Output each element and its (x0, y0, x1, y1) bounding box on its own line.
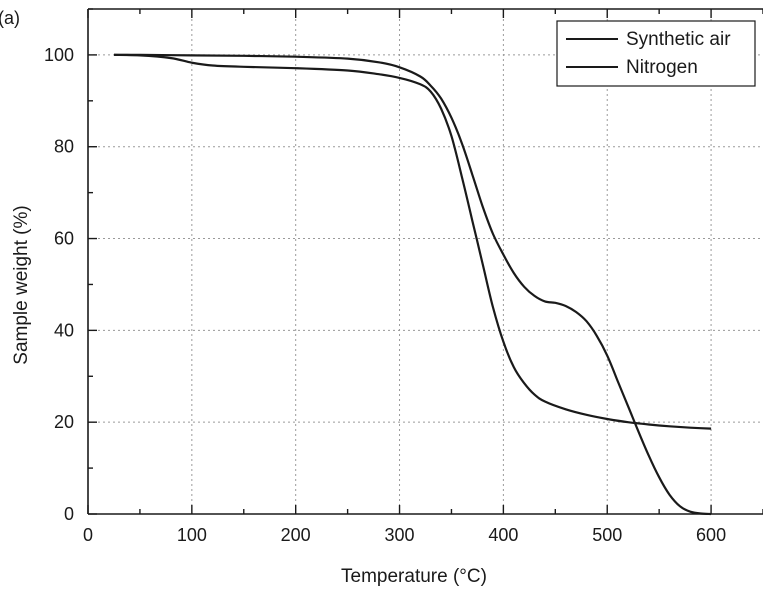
legend-label-synthetic-air: Synthetic air (626, 29, 731, 50)
x-tick-label: 300 (385, 525, 415, 545)
legend-label-nitrogen: Nitrogen (626, 57, 698, 78)
series-lines (113, 53, 712, 516)
x-tick-label: 500 (592, 525, 622, 545)
x-tick-label: 400 (488, 525, 518, 545)
x-axis-label: Temperature (°C) (341, 566, 487, 587)
y-tick-label: 60 (54, 229, 74, 249)
x-tick-label: 100 (177, 525, 207, 545)
series-line-synthetic-air (113, 53, 712, 516)
panel-label: (a) (0, 8, 20, 28)
x-tick-label: 600 (696, 525, 726, 545)
legend: Synthetic air Nitrogen (556, 20, 756, 87)
series-line-nitrogen (113, 53, 712, 430)
y-tick-label: 100 (44, 45, 74, 65)
grid (88, 9, 763, 514)
x-tick-label: 0 (83, 525, 93, 545)
y-axis-label: Sample weight (%) (11, 205, 32, 364)
y-tick-label: 40 (54, 320, 74, 340)
axes (87, 8, 763, 515)
ticks: 0 100 200 300 400 500 600 0 20 40 60 80 100 (44, 8, 763, 545)
legend-box (556, 20, 756, 87)
y-tick-label: 20 (54, 412, 74, 432)
x-tick-label: 200 (281, 525, 311, 545)
y-tick-label: 80 (54, 137, 74, 157)
y-tick-label: 0 (64, 504, 74, 524)
